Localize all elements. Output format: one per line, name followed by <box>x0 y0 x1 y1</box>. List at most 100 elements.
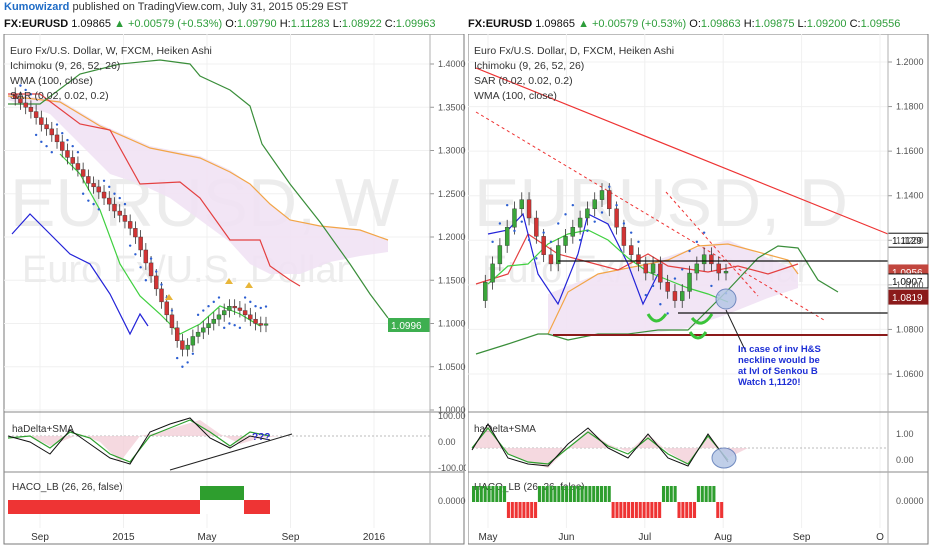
candle-body <box>497 245 503 265</box>
open-value: 1.09863 <box>700 18 741 30</box>
haco-green-bar <box>475 486 479 502</box>
sar-dot <box>102 179 106 182</box>
annotation-line: neckline would be <box>738 355 820 366</box>
candle-body <box>107 197 112 205</box>
legend: Euro Fx/U.S. Dollar, D, FXCM, Heiken Ash… <box>474 45 674 102</box>
sar-dot <box>191 352 195 355</box>
haco-green-bar <box>491 486 495 502</box>
candle-body <box>232 306 237 309</box>
quote-right: FX:EURUSD 1.09865 ▲ +0.00579 (+0.53%) O:… <box>468 16 900 32</box>
candle-body <box>211 318 216 324</box>
sar-dot <box>212 300 215 304</box>
publish-header: Kumowizard published on TradingView.com,… <box>0 0 932 14</box>
haco-red-bar <box>681 502 685 518</box>
candle-body <box>263 323 269 326</box>
sar-dot <box>491 240 494 244</box>
sar-dot <box>259 306 262 310</box>
candle-body <box>54 134 60 143</box>
sar-dot <box>123 202 127 206</box>
author-link[interactable]: Kumowizard <box>4 1 70 13</box>
x-tick-label: Jun <box>558 532 574 543</box>
wma-line <box>7 95 389 241</box>
osc-sma <box>471 427 729 465</box>
haco-gap <box>200 500 244 514</box>
candle-body <box>70 157 75 164</box>
price-badge-text: 1.0819 <box>892 293 923 304</box>
candle-body <box>185 344 190 350</box>
quote-left: FX:EURUSD 1.09865 ▲ +0.00579 (+0.53%) O:… <box>4 16 436 32</box>
chikou-line <box>487 212 659 306</box>
haco-red-bar <box>630 502 635 518</box>
price-badge-text: 1.1129 <box>892 236 922 247</box>
candle-body <box>258 323 263 326</box>
candle-body <box>122 215 128 222</box>
chikou-line <box>11 213 149 336</box>
candles <box>13 87 269 357</box>
haco-red-bar <box>650 502 654 518</box>
haco-green-bar <box>696 486 700 502</box>
candle-body <box>687 272 692 292</box>
candle-body <box>127 221 133 229</box>
candle-body <box>117 210 122 216</box>
x-tick-label: 2016 <box>363 532 386 543</box>
sar-dot <box>254 305 257 308</box>
y-tick-label: 1.2000 <box>896 57 924 67</box>
haco-red-bar <box>646 502 650 518</box>
osc-axis: 1.00 0.00 <box>896 429 914 465</box>
symbol[interactable]: FX:EURUSD <box>4 18 69 30</box>
sar-dot <box>673 277 677 280</box>
candle-body <box>49 128 54 136</box>
sar-dot <box>170 309 174 312</box>
weekly-chart[interactable]: EURUSD, W Euro Fx/U.S. Dollar 1.0996 1.4… <box>0 34 466 550</box>
legend-entry: SAR (0.02, 0.02, 0.2) <box>10 90 109 102</box>
annotation-pointer <box>725 309 747 353</box>
candle-body <box>201 327 206 333</box>
haco-green-bar <box>704 486 708 502</box>
sar-dot <box>81 192 85 195</box>
haco-red-bar <box>720 502 724 518</box>
candle-body <box>174 327 180 342</box>
high-label: H: <box>279 18 291 30</box>
haco-green-bar <box>712 486 716 502</box>
sar-dot <box>542 231 545 234</box>
haco-green-bar <box>665 486 669 502</box>
price: 1.09865 <box>71 18 111 30</box>
haco-red-bar <box>623 502 627 518</box>
sar-dot <box>228 322 231 325</box>
haco-red-bar <box>514 502 518 518</box>
price-badge-text: 1.0907 <box>892 277 923 288</box>
sar-dot <box>535 257 538 260</box>
legend-entry: WMA (100, close) <box>474 90 557 102</box>
candles <box>483 183 729 308</box>
sar-dot <box>134 253 137 256</box>
haco-red-bar <box>658 502 662 518</box>
sar-dot <box>55 123 59 126</box>
senkou-b-line <box>8 59 389 319</box>
sar-dot <box>243 296 247 299</box>
haco-red-bar <box>642 502 646 518</box>
sar-dot <box>160 283 163 286</box>
x-tick-label: Sep <box>31 532 49 543</box>
osc-tick-label: 0.00 <box>438 437 456 447</box>
haco-green-bar <box>537 486 541 502</box>
x-axis: Sep 2015 May Sep 2016 <box>31 532 385 543</box>
trendline-dashed-short <box>665 191 759 297</box>
haco-green-bar <box>561 486 565 502</box>
sar-dot <box>233 324 236 327</box>
sar-dot <box>207 305 210 308</box>
daily-chart[interactable]: EURUSD, D Euro Fx/U.S. Dollar In case of… <box>468 34 932 550</box>
osc-line <box>7 417 271 465</box>
candle-body <box>60 141 65 151</box>
candle-body <box>556 245 561 265</box>
candle-body <box>195 331 201 337</box>
candle-body <box>190 336 196 346</box>
legend-entry: SAR (0.02, 0.02, 0.2) <box>474 75 573 87</box>
haco-red-bar <box>654 502 658 518</box>
wma-line <box>547 243 799 335</box>
haco-green-bar <box>592 486 596 502</box>
symbol[interactable]: FX:EURUSD <box>468 18 533 30</box>
candle-body <box>222 310 227 316</box>
x-tick-label: Jul <box>638 532 651 543</box>
candle-body <box>253 318 258 324</box>
